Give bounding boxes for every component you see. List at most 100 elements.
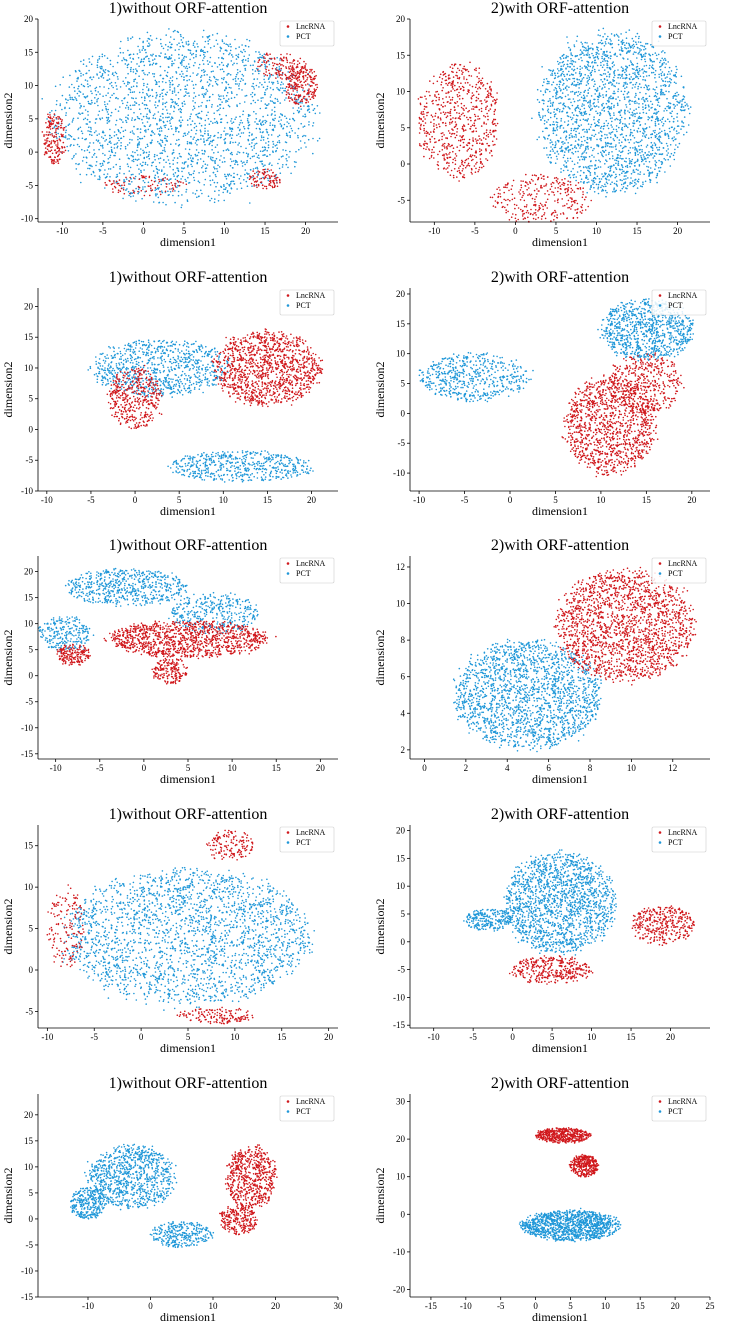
- data-point: [172, 30, 175, 33]
- data-point: [308, 88, 310, 90]
- data-point: [582, 152, 584, 154]
- data-point: [225, 43, 227, 45]
- data-point: [632, 72, 634, 75]
- data-point: [564, 57, 567, 59]
- data-point: [257, 69, 259, 71]
- data-point: [246, 118, 249, 120]
- data-point: [195, 113, 198, 116]
- data-point: [538, 111, 540, 114]
- data-point: [567, 115, 570, 118]
- data-point: [246, 38, 248, 41]
- data-point: [200, 117, 203, 120]
- data-point: [170, 43, 173, 46]
- data-point: [568, 134, 571, 136]
- data-point: [55, 128, 57, 130]
- data-point: [250, 102, 252, 105]
- data-point: [247, 153, 250, 155]
- data-point: [617, 160, 620, 163]
- data-point: [207, 111, 209, 114]
- data-point: [588, 170, 590, 173]
- data-point: [161, 191, 164, 194]
- data-point: [113, 147, 116, 149]
- data-point: [588, 113, 591, 116]
- data-point: [604, 183, 606, 186]
- data-point: [564, 95, 567, 98]
- data-point: [580, 41, 582, 44]
- data-point: [297, 111, 300, 114]
- data-point: [207, 155, 210, 158]
- data-point: [195, 83, 197, 86]
- data-point: [162, 159, 165, 161]
- data-point: [194, 153, 197, 156]
- data-point: [285, 158, 288, 160]
- data-point: [95, 161, 98, 163]
- y-tick-label: -5: [26, 180, 34, 190]
- data-point: [623, 41, 625, 44]
- data-point: [252, 179, 255, 181]
- data-point: [633, 129, 635, 132]
- data-point: [181, 64, 183, 66]
- data-point: [237, 53, 240, 56]
- data-point: [274, 144, 277, 147]
- data-point: [189, 142, 191, 145]
- data-point: [181, 105, 184, 107]
- data-point: [107, 116, 110, 119]
- data-point: [186, 142, 189, 145]
- data-point: [651, 153, 654, 155]
- data-point: [266, 131, 269, 134]
- data-point: [623, 160, 626, 162]
- data-point: [603, 110, 606, 112]
- data-point: [266, 52, 268, 55]
- data-point: [290, 87, 293, 89]
- data-point: [310, 78, 312, 81]
- data-point: [623, 90, 626, 93]
- data-point: [664, 57, 666, 60]
- data-point: [676, 104, 678, 106]
- data-point: [586, 49, 589, 52]
- data-point: [262, 187, 264, 190]
- data-point: [101, 73, 104, 75]
- data-point: [632, 134, 634, 137]
- data-point: [586, 120, 588, 122]
- data-point: [625, 106, 628, 108]
- data-point: [220, 118, 223, 120]
- data-point: [578, 87, 580, 89]
- data-point: [619, 157, 621, 159]
- data-point: [610, 174, 613, 177]
- data-point: [71, 121, 74, 123]
- data-point: [668, 90, 670, 93]
- data-point: [151, 63, 154, 66]
- data-point: [629, 128, 632, 131]
- data-point: [578, 110, 581, 113]
- data-point: [590, 95, 593, 97]
- data-point: [162, 102, 164, 104]
- data-point: [627, 47, 629, 49]
- data-point: [259, 53, 261, 56]
- data-point: [272, 64, 275, 67]
- data-point: [680, 106, 683, 108]
- data-point: [303, 105, 305, 107]
- data-point: [87, 130, 89, 132]
- data-point: [641, 55, 643, 57]
- data-point: [238, 87, 240, 90]
- x-tick-label: 15: [261, 226, 271, 236]
- data-point: [82, 74, 85, 76]
- data-point: [196, 196, 198, 199]
- data-point: [215, 39, 218, 42]
- data-point: [199, 158, 202, 160]
- data-point: [209, 135, 212, 137]
- data-point: [556, 139, 559, 142]
- data-point: [209, 56, 212, 59]
- data-point: [286, 121, 289, 123]
- data-point: [142, 161, 144, 164]
- data-point: [300, 122, 303, 125]
- data-point: [177, 190, 180, 193]
- data-point: [249, 168, 252, 171]
- data-point: [255, 136, 257, 139]
- data-point: [625, 42, 628, 44]
- data-point: [109, 176, 111, 178]
- data-point: [584, 41, 586, 44]
- data-point: [244, 69, 247, 71]
- data-point: [88, 61, 91, 63]
- data-point: [648, 151, 650, 153]
